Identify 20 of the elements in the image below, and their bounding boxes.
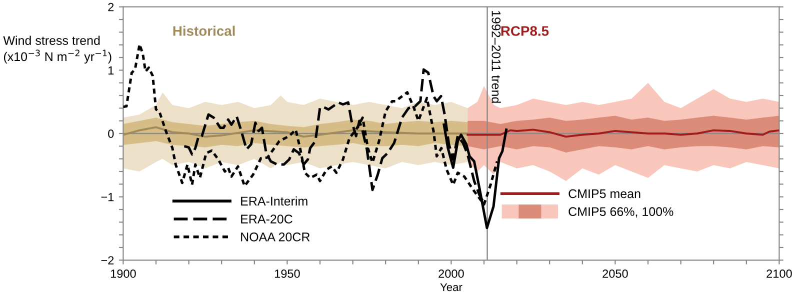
legend-label: CMIP5 mean [568,189,640,198]
y-tick-label: 2 [108,2,114,12]
y-tick-label: −1 [101,192,114,202]
x-tick-label: 2100 [766,269,792,278]
legend-label: NOAA 20CR [241,232,310,242]
annotation: Historical [173,26,235,36]
y-tick-label: 0 [108,130,114,138]
x-axis-title: Year [440,283,462,292]
y-tick-label: 1 [108,66,114,74]
y-axis-title: Wind stress trend (x10$^{−3}$ N m$^{−2}$ yr$^{−1}$) [3,36,112,64]
y-tick-label: −2 [101,256,114,264]
ref-line-label: 1992–2011 trend [492,10,501,103]
x-tick-label: 1900 [110,269,136,278]
x-tick-label: 2050 [602,269,628,278]
annotation: RCP8.5 [501,26,549,36]
legend-label: CMIP5 66%, 100% [568,207,674,218]
legend-label: ERA-20C [241,214,292,224]
x-tick-label: 1950 [274,269,300,278]
legend-label: ERA-Interim [241,196,308,206]
x-tick-label: 2000 [438,269,464,278]
